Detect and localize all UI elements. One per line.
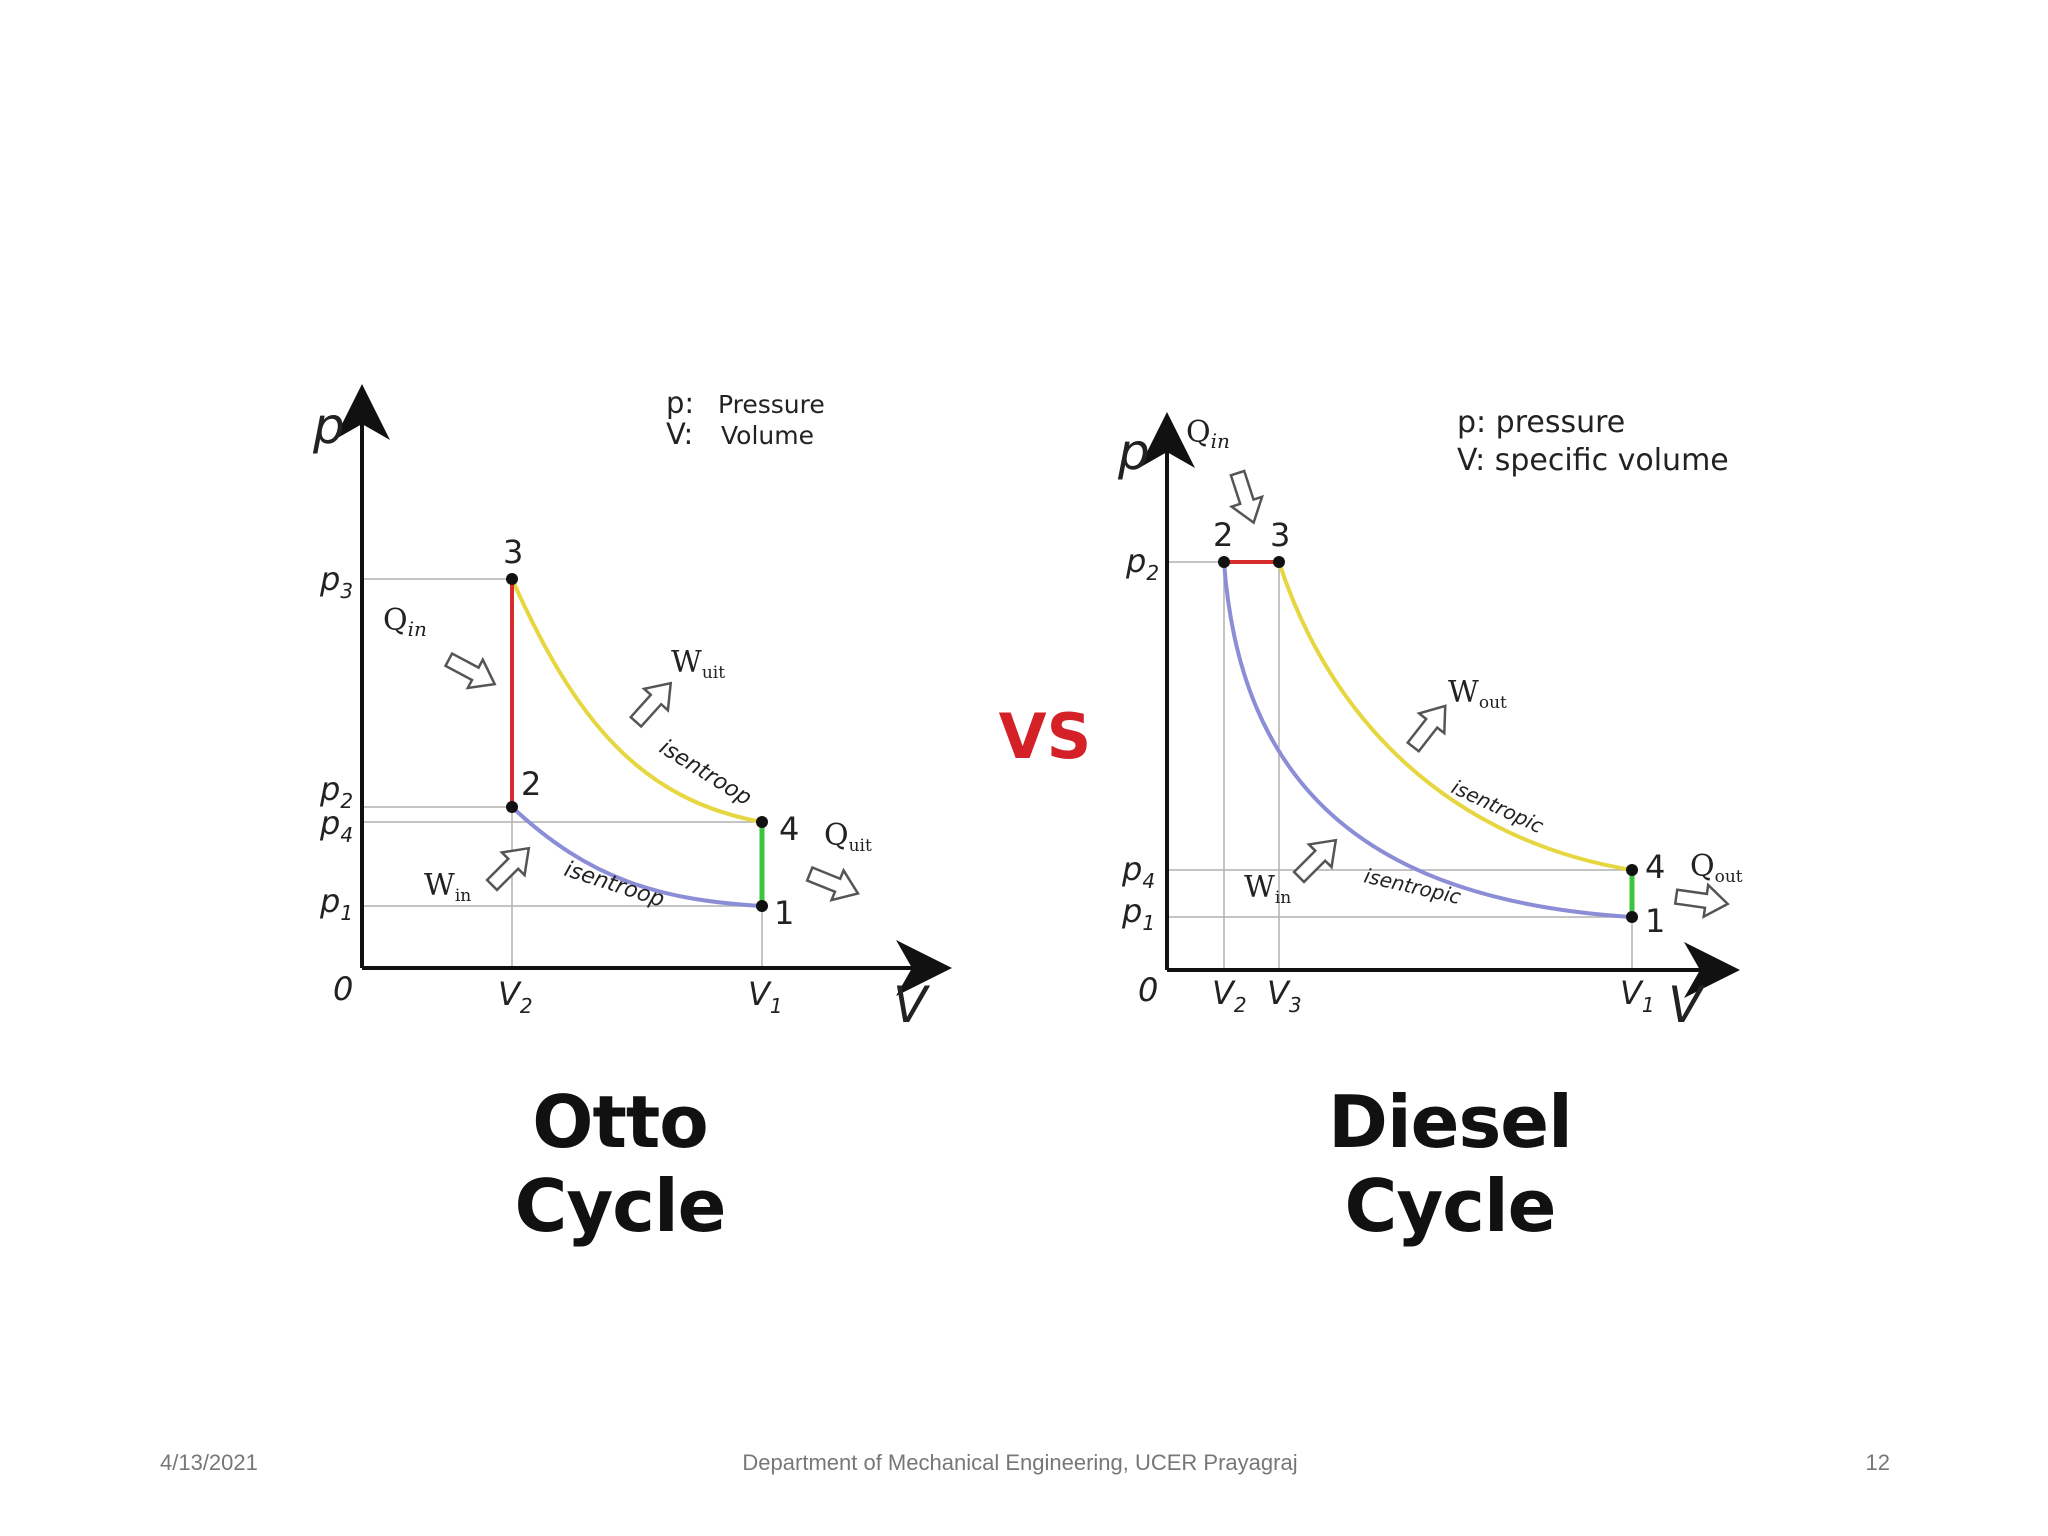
otto-legend-v-text: Volume [721, 421, 814, 450]
diesel-p4-label: p4 [1121, 850, 1155, 893]
otto-point-1-label: 1 [774, 894, 794, 932]
otto-p4-label: p4 [319, 804, 353, 847]
otto-point-3-label: 3 [503, 533, 523, 571]
otto-qin-label: Qin [383, 603, 427, 641]
diesel-qout-arrow-icon [1673, 882, 1730, 919]
otto-p3-label: p3 [319, 560, 353, 603]
diesel-point-3 [1273, 556, 1285, 568]
otto-y-axis-label: p [312, 397, 345, 455]
otto-origin-label: 0 [333, 970, 353, 1008]
footer-date: 4/13/2021 [160, 1450, 258, 1475]
otto-p1-label: p1 [319, 882, 353, 925]
otto-point-4-label: 4 [779, 810, 799, 848]
diesel-cycle-title: Diesel Cycle [1328, 1080, 1573, 1248]
otto-point-1 [756, 900, 768, 912]
diesel-p2-label: p2 [1125, 542, 1159, 585]
diesel-compression-curve [1222, 561, 1633, 919]
diesel-legend-p: p: pressure [1457, 405, 1625, 440]
otto-isentropic-expansion-label: isentroop [655, 735, 756, 811]
vs-label: VS [998, 700, 1092, 773]
diesel-win-arrow-icon [1292, 838, 1338, 884]
otto-point-2 [506, 801, 518, 813]
diesel-point-1-label: 1 [1645, 902, 1665, 940]
diesel-expansion-curve [1277, 561, 1633, 872]
diesel-qin-arrow-icon [1228, 469, 1265, 525]
diesel-wout-arrow-icon [1405, 704, 1447, 753]
otto-point-4 [756, 816, 768, 828]
otto-win-arrow-icon [485, 846, 531, 892]
otto-v2-label: V2 [498, 975, 533, 1018]
otto-point-2-label: 2 [521, 765, 541, 803]
diesel-qin-label: Qin [1186, 415, 1230, 453]
diesel-v2-label: V2 [1212, 974, 1247, 1017]
otto-wuit-label: Wuit [671, 645, 725, 683]
otto-wout-arrow-icon [628, 681, 673, 729]
otto-quit-label: Quit [824, 818, 872, 856]
diesel-point-3-label: 3 [1270, 516, 1290, 554]
diesel-point-2 [1218, 556, 1230, 568]
diesel-p1-label: p1 [1121, 892, 1155, 935]
otto-diagram: p V 0 p3 p2 p4 p1 V2 V1 3 2 4 1 Qin Wuit… [312, 384, 952, 1034]
diesel-win-label: Win [1244, 870, 1291, 908]
otto-qin-arrow-icon [443, 651, 497, 690]
diesel-x-axis-label: V [1668, 976, 1706, 1034]
diesel-v1-label: V1 [1620, 974, 1655, 1017]
footer-page-number: 12 [1865, 1450, 1890, 1475]
otto-qout-arrow-icon [805, 865, 860, 902]
otto-cycle-title: Otto Cycle [514, 1080, 727, 1248]
otto-legend-p-text: Pressure [718, 390, 825, 419]
diesel-y-axis-label: p [1117, 423, 1150, 481]
otto-compression-curve [510, 805, 763, 908]
otto-legend-v-key: V: [666, 417, 693, 451]
otto-v1-label: V1 [748, 975, 783, 1018]
diesel-point-2-label: 2 [1213, 516, 1233, 554]
otto-point-3 [506, 573, 518, 585]
otto-x-axis-label: V [893, 976, 931, 1034]
diesel-diagram: p V 0 p2 p4 p1 V2 V3 V1 2 3 4 1 Qin Wout… [1117, 405, 1743, 1034]
otto-isentropic-compression-label: isentroop [561, 857, 667, 913]
diesel-point-4-label: 4 [1645, 848, 1665, 886]
diesel-point-4 [1626, 864, 1638, 876]
otto-p2-label: p2 [319, 770, 353, 813]
diesel-wout-label: Wout [1448, 675, 1507, 713]
diesel-qout-label: Qout [1690, 849, 1743, 887]
otto-win-label: Win [424, 868, 471, 906]
footer-department: Department of Mechanical Engineering, UC… [742, 1450, 1298, 1475]
diesel-legend-v: V: specific volume [1457, 443, 1729, 478]
otto-legend-p-key: p: [666, 386, 694, 420]
otto-expansion-curve [510, 578, 763, 824]
diesel-origin-label: 0 [1138, 971, 1158, 1009]
otto-guide-lines [362, 578, 763, 968]
diesel-guide-lines [1167, 561, 1633, 970]
diesel-point-1 [1626, 911, 1638, 923]
diesel-v3-label: V3 [1267, 974, 1302, 1017]
